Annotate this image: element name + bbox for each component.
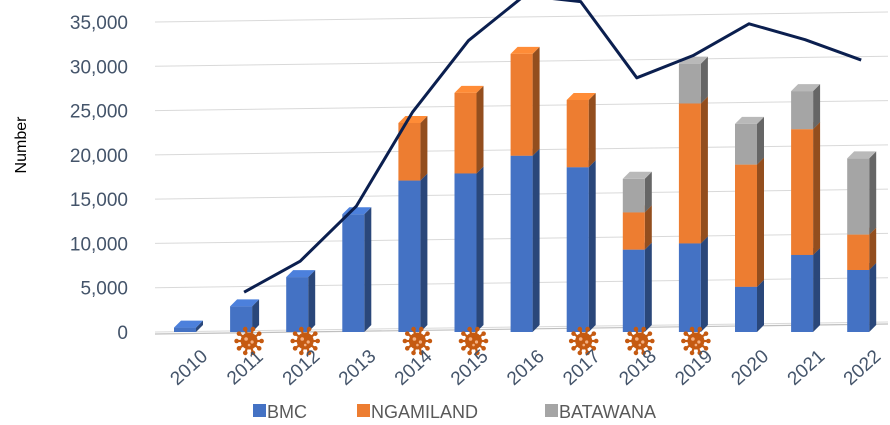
virus-icon [625,326,655,356]
x-tick-label: 2019 [671,346,716,390]
x-tick-label: 2017 [559,346,604,390]
bar-bmc-2012 [286,270,316,332]
legend-swatch [357,404,370,417]
bar-bmc-2013 [342,207,372,332]
x-tick-label: 2020 [728,346,773,390]
x-tick-label: 2011 [223,346,267,389]
bar-batawana-2020 [735,116,764,165]
x-tick-label: 2013 [335,346,380,390]
y-tick-label: 10,000 [70,234,128,255]
x-tick-label: 2015 [447,346,492,390]
bar-ngamiland-2019 [678,96,708,244]
legend-swatch [253,404,266,417]
virus-icon [290,326,321,356]
x-tick-label: 2018 [615,346,660,390]
bar-batawana-2018 [622,171,652,213]
x-tick-label: 2016 [503,346,548,390]
legend-item-batawana: BATAWANA [545,402,656,422]
y-tick-label: 25,000 [70,102,128,123]
bar-batawana-2019 [678,56,708,104]
y-tick-label: 15,000 [70,190,128,211]
total-line [243,0,862,294]
legend: BMC NGAMILAND BATAWANA [253,402,656,422]
bar-ngamiland-2021 [791,122,821,255]
legend-label: BMC [267,402,307,422]
y-tick-label: 0 [117,323,128,344]
x-tick-label: 2010 [167,346,212,390]
x-tick-label: 2012 [279,346,324,390]
x-axis-ticks: 2010 2011 2012 2013 2014 2015 2016 2017 2018 2019… [167,346,886,390]
bar-batawana-2021 [791,84,821,130]
bar-bmc-2014 [398,173,428,332]
y-tick-label: 5,000 [80,279,128,300]
total-line-path [243,0,862,294]
legend-item-bmc: BMC [253,402,307,422]
bar-ngamiland-2017 [566,92,596,168]
bar-bmc-2016 [510,148,540,332]
virus-icon [234,326,264,356]
bar-bmc-2020 [735,279,764,332]
legend-item-ngamiland: NGAMILAND [357,402,478,422]
legend-swatch [545,404,558,417]
legend-label: NGAMILAND [371,402,478,422]
y-tick-label: 20,000 [70,146,128,167]
bar-bmc-2019 [678,236,708,332]
y-tick-label: 30,000 [70,57,128,78]
x-tick-label: 2022 [840,346,885,390]
bar-bmc-2015 [454,166,484,332]
virus-icon [681,326,711,356]
bar-bmc-2010 [174,320,203,332]
bar-batawana-2022 [847,151,877,235]
legend-label: BATAWANA [559,402,656,422]
bar-bmc-2018 [622,242,652,332]
bar-bmc-2022 [847,263,877,332]
bar-ngamiland-2016 [510,46,540,156]
virus-icon [402,326,433,356]
bar-bmc-2017 [566,160,596,332]
bar-bmc-2011 [230,299,260,332]
x-tick-label: 2021 [784,346,829,390]
y-axis-ticks: 0 5,000 10,000 15,000 20,000 25,000 30,000 35,0… [70,13,128,344]
y-axis-label: Number [13,116,30,174]
gridline [154,11,889,23]
virus-icon [568,326,599,356]
bars [174,46,877,332]
virus-markers [234,326,711,356]
bar-ngamiland-2020 [735,157,764,287]
virus-icon [458,326,489,356]
y-tick-label: 35,000 [70,13,128,34]
bar-bmc-2021 [791,247,821,332]
bar-ngamiland-2015 [454,85,484,174]
